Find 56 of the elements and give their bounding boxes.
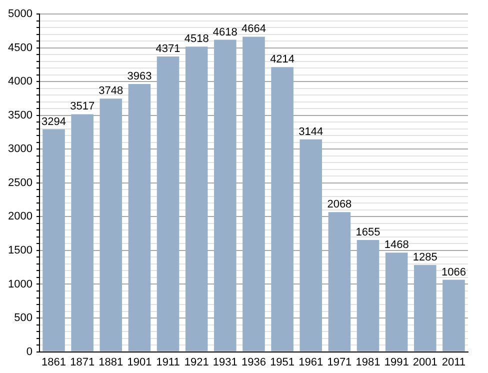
data-label: 4518 [184,33,209,46]
y-tick-label: 1000 [8,278,32,290]
bar [214,40,236,352]
y-tick-label: 3500 [8,109,32,122]
bar [328,212,351,352]
data-label: 1285 [412,252,438,264]
bar [42,129,65,352]
x-tick-label: 1901 [127,356,152,368]
x-tick-label: 1861 [42,356,66,368]
x-tick-label: 1881 [98,356,124,368]
x-tick-label: 1961 [298,356,324,368]
y-tick-label: 500 [14,312,32,324]
bar [271,67,294,352]
x-tick-label: 1981 [356,356,380,368]
y-tick-label: 2000 [8,210,32,223]
data-label: 1655 [356,226,380,239]
x-tick-label: 1991 [384,356,409,368]
data-label: 4618 [212,26,238,38]
x-tick-label: 2001 [412,356,438,368]
bar [156,56,180,352]
data-label: 3748 [98,85,124,98]
bar [128,84,151,352]
x-tick-label: 1951 [270,356,295,368]
y-tick-label: 5000 [8,8,32,20]
bar [71,114,94,352]
data-label: 3144 [298,126,324,138]
y-tick-label: 0 [26,346,32,358]
data-label: 3963 [127,70,152,83]
data-label: 1066 [441,266,466,278]
x-tick-label: 1911 [156,356,180,368]
x-tick-label: 1931 [212,356,238,368]
data-label: 2068 [327,198,352,211]
data-label: 3294 [42,116,66,128]
bar [100,98,122,352]
bar [356,240,380,352]
data-label: 4371 [156,43,180,56]
x-tick-label: 1921 [184,356,209,368]
y-tick-label: 4500 [8,42,32,54]
x-tick-label: 1936 [241,356,266,368]
y-tick-label: 1500 [8,244,32,256]
bar [442,280,465,352]
bar [414,264,436,352]
x-tick-label: 2011 [442,356,466,368]
bar [300,139,322,352]
bar [242,36,265,352]
bar [385,252,408,352]
x-tick-label: 1971 [327,356,352,368]
y-tick-label: 3000 [8,143,32,156]
x-tick-label: 1871 [70,356,95,368]
bar [185,46,208,352]
data-label: 4214 [270,54,295,66]
y-tick-label: 4000 [8,76,32,88]
data-label: 3517 [70,100,95,113]
data-label: 4664 [241,23,266,36]
data-label: 1468 [384,239,409,252]
y-tick-label: 2500 [8,176,32,189]
